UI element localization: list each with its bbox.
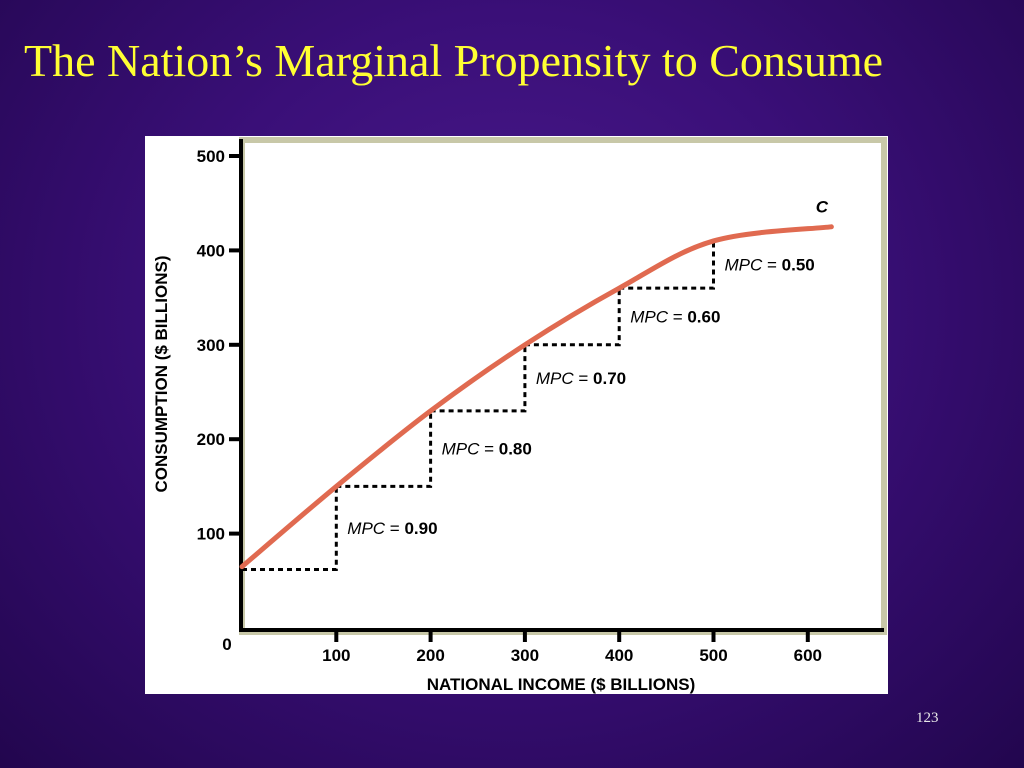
y-tick-label-200: 200: [197, 430, 225, 449]
y-tick-label-500: 500: [197, 147, 225, 166]
mpc-label-5: MPC = 0.50: [725, 256, 815, 275]
curve-label: C: [816, 198, 829, 217]
x-tick-label-100: 100: [322, 646, 350, 665]
page-number: 123: [916, 710, 939, 726]
mpc-label-2: MPC = 0.80: [442, 440, 532, 459]
chart-panel: 100 200 300 400 500 100 200 300 400 500 600 0 NATION…: [145, 136, 888, 694]
mpc-label-4: MPC = 0.60: [630, 307, 720, 326]
y-axis-title: CONSUMPTION ($ BILLIONS): [152, 255, 171, 492]
x-tick-label-500: 500: [699, 646, 727, 665]
consumption-chart: 100 200 300 400 500 100 200 300 400 500 600 0 NATION…: [152, 137, 887, 694]
x-tick-label-200: 200: [416, 646, 444, 665]
mpc-label-3: MPC = 0.70: [536, 369, 626, 388]
y-tick-label-100: 100: [197, 525, 225, 544]
mpc-step-4: [524, 288, 621, 347]
mpc-label-1: MPC = 0.90: [347, 519, 437, 538]
y-tick-label-400: 400: [197, 241, 225, 260]
x-tick-label-300: 300: [511, 646, 539, 665]
mpc-step-3: [430, 344, 527, 413]
x-tick-label-600: 600: [794, 646, 822, 665]
mpc-step-2: [336, 410, 433, 488]
origin-label: 0: [222, 635, 231, 654]
mpc-step-5: [619, 240, 715, 290]
mpc-step-1: [242, 486, 338, 571]
x-tick-label-400: 400: [605, 646, 633, 665]
slide-title: The Nation’s Marginal Propensity to Cons…: [24, 35, 884, 86]
y-tick-label-300: 300: [197, 336, 225, 355]
x-axis-title: NATIONAL INCOME ($ BILLIONS): [427, 675, 696, 694]
consumption-curve: [239, 224, 834, 570]
